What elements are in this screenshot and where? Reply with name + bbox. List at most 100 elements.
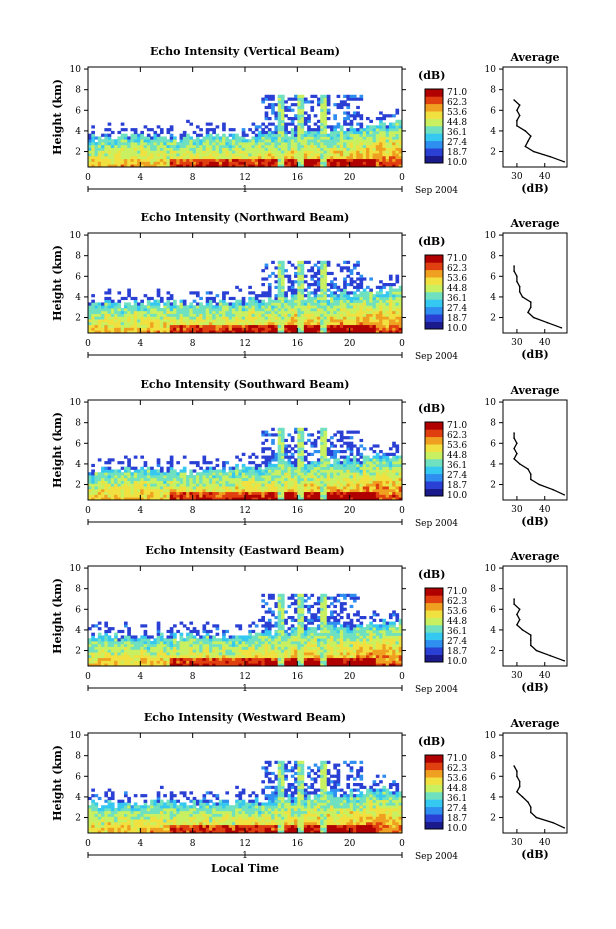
heatmap-cell [297, 319, 301, 323]
heatmap-cell [316, 125, 321, 129]
heatmap-cell [97, 657, 102, 661]
heatmap-cell [140, 164, 144, 168]
heatmap-cell [316, 277, 321, 281]
heatmap-cell [241, 308, 246, 312]
colorbar-level: 27.4 [447, 138, 467, 148]
heatmap-cell [140, 319, 144, 323]
heatmap-cell [290, 136, 295, 140]
heatmap-cell [179, 302, 184, 306]
heatmap-cell [225, 486, 230, 490]
heatmap-cell [326, 480, 331, 484]
heatmap-cell [392, 444, 396, 448]
heatmap-cell [398, 158, 403, 162]
heatmap-cell [323, 302, 328, 306]
heatmap-cell [133, 455, 138, 459]
heatmap-cell [316, 458, 321, 462]
heatmap-cell [209, 122, 213, 126]
heatmap-cell [326, 321, 331, 326]
heatmap-cell [91, 494, 95, 498]
heatmap-cell [313, 330, 318, 334]
heatmap-cell [346, 319, 351, 323]
heatmap-cell [277, 266, 282, 270]
heatmap-cell [333, 486, 337, 490]
heatmap-cell [294, 291, 298, 295]
heatmap-cell [258, 310, 262, 314]
heatmap-cell [225, 494, 230, 498]
heatmap-cell [91, 486, 95, 490]
heatmap-cell [140, 139, 144, 143]
heatmap-cell [307, 305, 311, 309]
heatmap-cell [146, 310, 151, 314]
heatmap-cell [133, 316, 138, 320]
heatmap-cell [199, 491, 203, 495]
heatmap-cell [212, 480, 216, 484]
heatmap-cell [297, 291, 301, 295]
colorbar-swatch [425, 269, 443, 278]
heatmap-cell [274, 285, 279, 289]
heatmap-cell [356, 296, 360, 301]
heatmap-cell [303, 294, 308, 298]
heatmap-cell [179, 321, 184, 326]
heatmap-cell [277, 497, 282, 501]
heatmap-cell [398, 316, 403, 320]
heatmap-cell [307, 294, 311, 298]
heatmap-cell [369, 466, 373, 470]
heatmap-cell [346, 491, 351, 495]
heatmap-cell [352, 128, 357, 132]
heatmap-cell [91, 305, 95, 309]
heatmap-cell [362, 330, 367, 334]
heatmap-cell [241, 477, 246, 481]
profile-y-tick-label: 8 [490, 86, 496, 96]
heatmap-cell [385, 144, 390, 148]
heatmap-cell [104, 635, 109, 639]
heatmap-cell [94, 477, 99, 481]
heatmap-cell [146, 486, 151, 490]
heatmap-cell [258, 469, 262, 473]
heatmap-cell [300, 463, 305, 468]
heatmap-cell [339, 296, 344, 301]
heatmap-cell [375, 488, 380, 493]
heatmap-cell [303, 319, 308, 323]
heatmap-cell [382, 313, 387, 317]
heatmap-cell [359, 285, 364, 289]
heatmap-cell [369, 150, 373, 154]
heatmap-cell [274, 486, 279, 490]
heatmap-cell [297, 158, 301, 162]
heatmap-cell [209, 330, 213, 334]
heatmap-cell [140, 305, 144, 309]
profile-point [516, 275, 518, 278]
heatmap-cell [300, 97, 305, 101]
heatmap-cell [385, 469, 390, 473]
heatmap-cell [189, 319, 194, 323]
y-tick-label: 10 [70, 398, 82, 408]
heatmap-cell [395, 296, 400, 301]
heatmap-cell [339, 494, 344, 498]
heatmap-cell [284, 147, 288, 151]
heatmap-cell [349, 436, 354, 440]
heatmap-cell [114, 638, 118, 642]
heatmap-cell [235, 472, 239, 476]
heatmap-cell [159, 161, 164, 165]
heatmap-cell [205, 324, 210, 328]
heatmap-cell [261, 316, 266, 320]
heatmap-cell [88, 313, 92, 317]
heatmap-cell [307, 308, 311, 312]
heatmap-cell [326, 327, 331, 331]
heatmap-cell [382, 455, 387, 459]
heatmap-cell [189, 139, 194, 143]
heatmap-cell [261, 430, 266, 434]
heatmap-cell [94, 321, 99, 326]
heatmap-cell [320, 108, 324, 112]
heatmap-cell [271, 455, 275, 459]
heatmap-cell [140, 316, 144, 320]
heatmap-cell [110, 155, 115, 160]
heatmap-cell [366, 164, 370, 168]
heatmap-cell [346, 321, 351, 326]
heatmap-cell [274, 494, 279, 498]
heatmap-cell [127, 477, 131, 481]
heatmap-cell [336, 153, 341, 157]
heatmap-cell [254, 319, 259, 323]
heatmap-cell [150, 663, 154, 667]
heatmap-cell [146, 497, 151, 501]
heatmap-cell [248, 480, 252, 484]
